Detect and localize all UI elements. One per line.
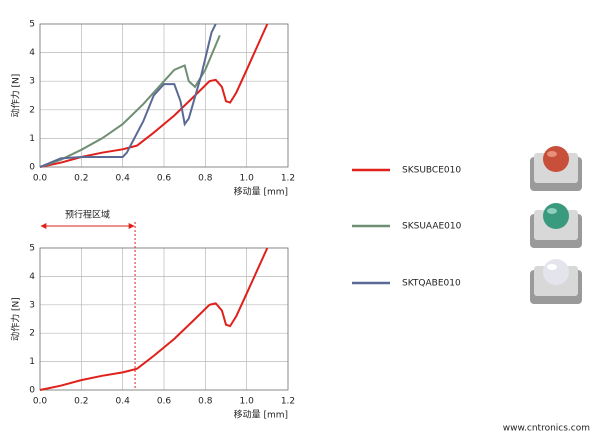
x-tick-label: 0.6 <box>157 397 172 407</box>
y-tick-label: 5 <box>29 20 35 30</box>
y-tick-label: 5 <box>29 244 35 254</box>
y-tick-label: 2 <box>29 105 35 115</box>
y-axis-label: 动作力 [N] <box>10 74 22 118</box>
x-tick-label: 1.0 <box>240 397 255 407</box>
x-tick-label: 0.4 <box>116 174 131 184</box>
x-tick-label: 0.6 <box>157 174 172 184</box>
annotation-text: 预行程区域 <box>65 209 110 221</box>
series-line <box>39 23 217 168</box>
x-tick-label: 0.0 <box>33 397 48 407</box>
x-tick-label: 1.0 <box>240 174 255 184</box>
x-tick-label: 0.2 <box>74 174 88 184</box>
series-line <box>39 35 221 168</box>
legend-label: SKSUAAE010 <box>402 222 462 232</box>
legend-label: SKTQABE010 <box>402 279 461 289</box>
y-tick-label: 1 <box>29 134 35 144</box>
y-tick-label: 0 <box>29 163 35 173</box>
series-line <box>39 247 269 391</box>
plot-frame <box>39 23 289 168</box>
legend-label: SKSUBCE010 <box>402 166 461 176</box>
y-tick-label: 0 <box>29 386 35 396</box>
switch-icons <box>530 146 582 304</box>
y-tick-label: 1 <box>29 357 35 367</box>
x-tick-label: 0.0 <box>33 174 48 184</box>
y-tick-label: 3 <box>29 77 35 87</box>
x-axis-label: 移动量 [mm] <box>234 186 288 198</box>
x-tick-label: 0.8 <box>198 174 213 184</box>
x-tick-label: 1.2 <box>281 174 295 184</box>
y-axis-label: 动作力 [N] <box>10 297 22 341</box>
series-line <box>39 23 269 168</box>
x-tick-label: 0.4 <box>116 397 131 407</box>
y-tick-label: 4 <box>29 272 35 282</box>
y-tick-label: 2 <box>29 329 35 339</box>
x-tick-label: 0.2 <box>74 397 88 407</box>
y-tick-label: 4 <box>29 48 35 58</box>
x-axis-label: 移动量 [mm] <box>234 409 288 421</box>
x-tick-label: 0.8 <box>198 397 213 407</box>
plot-frame <box>39 247 289 391</box>
watermark: www.cntronics.com <box>503 424 590 434</box>
x-tick-label: 1.2 <box>281 397 295 407</box>
y-tick-label: 3 <box>29 300 35 310</box>
